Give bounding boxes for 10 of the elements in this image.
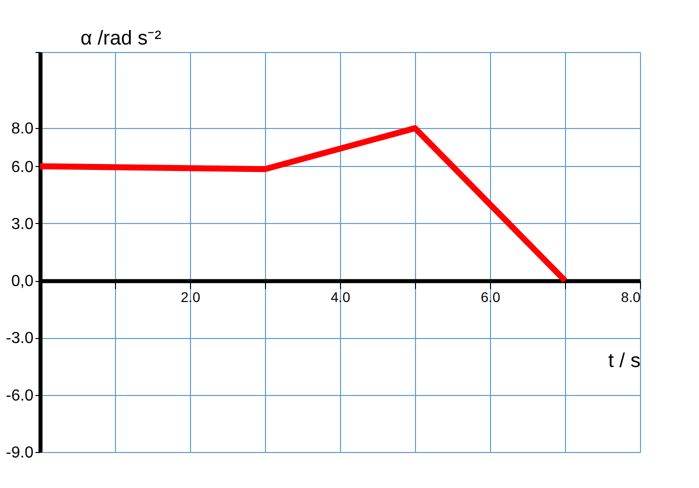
y-tick-label: -9.0 <box>6 444 34 462</box>
y-tick-label: 0,0 <box>11 273 34 290</box>
y-tick-label: 8.0 <box>11 120 34 138</box>
y-tick-label: 3.0 <box>11 216 34 233</box>
y-tick-label: -3.0 <box>6 330 34 348</box>
x-tick-label: 8.0 <box>621 289 641 306</box>
y-axis-title: α /rad s⁻² <box>80 28 162 50</box>
x-axis-title: t / s <box>608 350 640 372</box>
y-tick-label: 6.0 <box>11 158 34 176</box>
y-tick-label: -6.0 <box>6 387 34 404</box>
